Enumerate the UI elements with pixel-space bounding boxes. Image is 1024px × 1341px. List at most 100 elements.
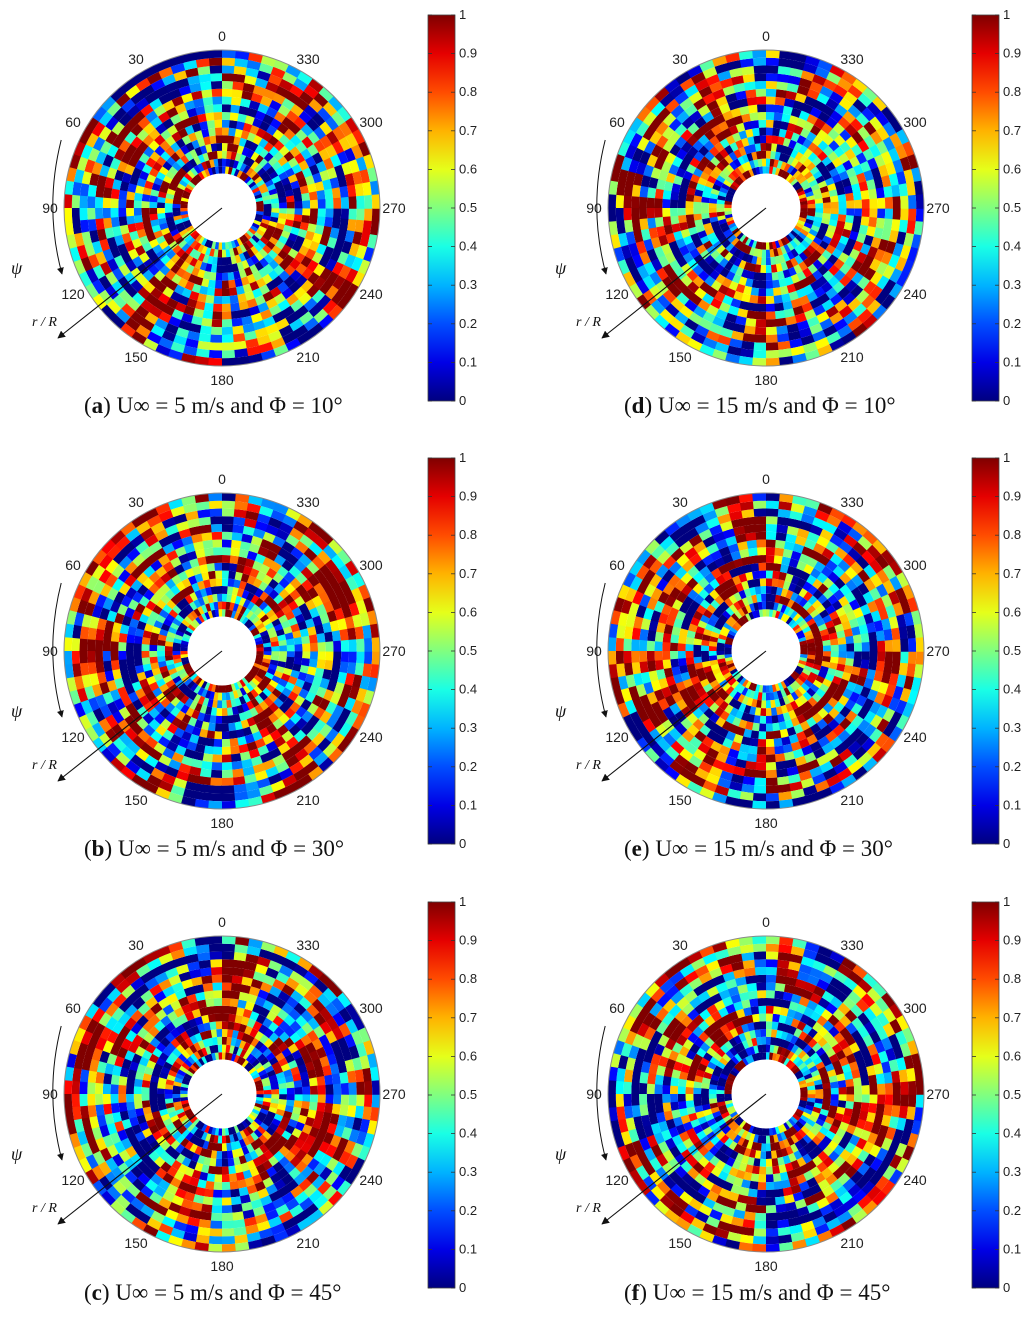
heatmap-cell bbox=[314, 224, 325, 236]
heatmap-cell bbox=[211, 256, 218, 265]
heatmap-cell bbox=[193, 355, 209, 366]
heatmap-cell bbox=[180, 204, 189, 208]
heatmap-cell bbox=[205, 112, 215, 122]
heatmap-cell bbox=[262, 618, 272, 627]
heatmap-cell bbox=[99, 583, 113, 598]
colorbar-tick-label: 0.4 bbox=[1003, 239, 1021, 254]
heatmap-cell bbox=[608, 220, 618, 236]
heatmap-cell bbox=[130, 279, 144, 293]
heatmap-cell bbox=[249, 585, 259, 595]
heatmap-cell bbox=[66, 233, 77, 249]
azimuth-symbol: ψ bbox=[555, 701, 567, 721]
heatmap-cell bbox=[197, 163, 205, 172]
heatmap-cell bbox=[158, 111, 171, 123]
heatmap-cell bbox=[866, 299, 882, 315]
heatmap-cell bbox=[645, 95, 661, 112]
heatmap-cell bbox=[271, 688, 282, 699]
heatmap-cell bbox=[663, 322, 680, 338]
angle-label: 330 bbox=[840, 51, 864, 67]
heatmap-cell bbox=[149, 195, 158, 203]
heatmap-cell bbox=[276, 724, 289, 737]
heatmap-cell bbox=[809, 240, 820, 250]
heatmap-cell bbox=[267, 330, 283, 343]
heatmap-cell bbox=[776, 524, 789, 534]
heatmap-cell bbox=[250, 312, 263, 324]
heatmap-cell bbox=[141, 207, 150, 215]
colorbar-tick-label: 0.2 bbox=[459, 759, 477, 774]
heatmap-cell bbox=[127, 182, 137, 193]
heatmap-cell bbox=[150, 188, 160, 197]
colorbar-tick-label: 0.4 bbox=[1003, 682, 1021, 697]
heatmap-cell bbox=[250, 535, 264, 547]
heatmap-cell bbox=[217, 692, 222, 701]
heatmap-cell bbox=[811, 249, 822, 260]
heatmap-cell bbox=[172, 232, 182, 241]
heatmap-cell bbox=[359, 232, 370, 248]
heatmap-cell bbox=[206, 563, 216, 572]
heatmap-cell bbox=[207, 594, 214, 604]
heatmap-cell bbox=[777, 238, 784, 248]
heatmap-cell bbox=[202, 595, 210, 605]
heatmap-cell bbox=[273, 697, 284, 709]
heatmap-cell bbox=[337, 228, 348, 242]
heatmap-cell bbox=[356, 208, 365, 222]
angle-label: 150 bbox=[668, 792, 692, 808]
heatmap-cell bbox=[758, 280, 766, 289]
heatmap-cell bbox=[792, 100, 805, 111]
heatmap-cell bbox=[325, 641, 334, 652]
heatmap-cell bbox=[853, 199, 863, 209]
heatmap-cell bbox=[685, 200, 694, 208]
heatmap-cell bbox=[181, 134, 192, 145]
heatmap-cell bbox=[759, 715, 766, 724]
heatmap-cell bbox=[268, 747, 282, 760]
heatmap-cell bbox=[809, 81, 824, 94]
angle-label: 90 bbox=[586, 643, 602, 659]
heatmap-cell bbox=[359, 169, 371, 184]
heatmap-cell bbox=[669, 259, 681, 272]
heatmap-cell bbox=[784, 98, 796, 108]
heatmap-cell bbox=[251, 630, 260, 637]
heatmap-cell bbox=[202, 254, 210, 264]
heatmap-cell bbox=[316, 190, 326, 201]
heatmap-cell bbox=[221, 1135, 227, 1144]
heatmap-cell bbox=[236, 736, 247, 746]
heatmap-cell bbox=[237, 113, 248, 123]
heatmap-cell bbox=[654, 650, 663, 661]
angle-label: 300 bbox=[903, 557, 927, 573]
heatmap-cell bbox=[716, 207, 725, 213]
heatmap-cell bbox=[755, 166, 761, 176]
heatmap-cell bbox=[755, 88, 767, 97]
heatmap-cell bbox=[284, 312, 300, 325]
heatmap-cell bbox=[210, 73, 223, 82]
heatmap-cell bbox=[325, 144, 338, 159]
heatmap-cell bbox=[136, 705, 149, 718]
heatmap-cell bbox=[215, 570, 223, 579]
heatmap-cell bbox=[105, 270, 118, 286]
heatmap-cell bbox=[250, 245, 259, 256]
heatmap-cell bbox=[738, 276, 748, 286]
heatmap-cell bbox=[146, 71, 163, 85]
heatmap-cell bbox=[868, 285, 883, 301]
heatmap-cell bbox=[242, 608, 251, 617]
heatmap-cell bbox=[754, 769, 766, 779]
heatmap-cell bbox=[760, 585, 767, 594]
heatmap-cell bbox=[248, 624, 257, 632]
heatmap-cell bbox=[766, 73, 779, 82]
heatmap-cell bbox=[162, 688, 173, 698]
heatmap-cell bbox=[866, 179, 876, 191]
heatmap-cell bbox=[802, 284, 814, 296]
heatmap-cell bbox=[326, 236, 338, 250]
heatmap-cell bbox=[654, 640, 663, 651]
heatmap-cell bbox=[189, 257, 198, 267]
heatmap-cell bbox=[204, 681, 211, 691]
heatmap-cell bbox=[824, 177, 835, 187]
colorbar-tick-label: 0.5 bbox=[1003, 643, 1021, 658]
heatmap-cell bbox=[222, 508, 236, 517]
heatmap-cell bbox=[203, 745, 214, 755]
heatmap-cell bbox=[259, 222, 269, 230]
heatmap-cell bbox=[726, 219, 736, 226]
angle-label: 240 bbox=[359, 729, 383, 745]
heatmap-cell bbox=[793, 142, 803, 152]
heatmap-cell bbox=[798, 176, 807, 185]
heatmap-cell bbox=[181, 231, 190, 240]
